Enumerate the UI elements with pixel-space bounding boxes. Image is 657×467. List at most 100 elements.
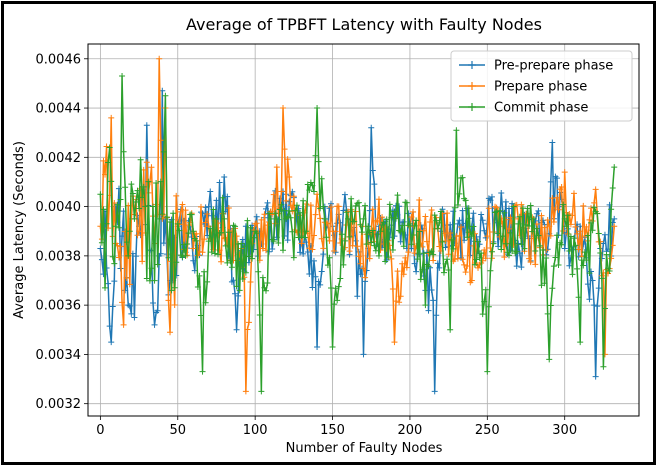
data-point: [213, 215, 220, 222]
commit-phase-markers: [97, 73, 618, 395]
data-point: [310, 257, 317, 264]
data-point: [471, 261, 478, 268]
data-point: [177, 208, 184, 215]
data-point: [235, 241, 242, 248]
data-point: [581, 249, 588, 256]
data-point: [140, 183, 147, 190]
data-point: [437, 208, 444, 215]
data-point: [272, 210, 279, 217]
data-point: [230, 277, 237, 284]
data-point: [488, 248, 495, 255]
data-point: [499, 233, 506, 240]
data-point: [261, 211, 268, 218]
data-point: [128, 310, 135, 317]
data-point: [414, 256, 421, 263]
data-point: [249, 255, 256, 262]
data-point: [286, 174, 293, 181]
data-point: [535, 207, 542, 214]
data-point: [315, 158, 322, 165]
data-point: [207, 225, 214, 232]
data-point: [136, 228, 143, 235]
data-point: [123, 275, 130, 282]
data-point: [393, 298, 399, 305]
data-point: [111, 278, 118, 285]
data-point: [131, 314, 138, 321]
legend-marker: [468, 103, 476, 111]
data-point: [374, 231, 381, 238]
data-point: [552, 254, 559, 261]
data-point: [335, 283, 342, 290]
data-point: [236, 287, 243, 294]
data-point: [411, 250, 418, 257]
data-point: [434, 225, 441, 232]
data-point: [385, 254, 392, 261]
legend-item-pre-prepare-phase: Pre-prepare phase: [459, 59, 613, 74]
data-point: [575, 294, 582, 301]
data-point: [137, 156, 144, 163]
data-point: [375, 252, 382, 259]
data-point: [481, 246, 488, 253]
data-point: [521, 245, 528, 252]
data-point: [530, 215, 537, 222]
data-point: [430, 251, 437, 258]
data-point: [331, 232, 338, 239]
data-point: [600, 363, 607, 370]
data-point: [173, 259, 180, 266]
data-point: [454, 202, 461, 209]
data-point: [549, 139, 556, 146]
data-point: [245, 253, 252, 260]
data-point: [580, 202, 587, 209]
data-point: [481, 227, 488, 234]
data-point: [394, 268, 401, 275]
data-point: [518, 241, 525, 248]
data-point: [553, 194, 560, 201]
data-point: [106, 323, 113, 330]
data-point: [292, 207, 299, 214]
data-point: [552, 204, 559, 211]
data-point: [558, 183, 565, 190]
data-point: [533, 225, 540, 232]
data-point: [202, 299, 209, 306]
data-point: [340, 261, 347, 268]
data-point: [280, 105, 287, 112]
data-point: [128, 181, 135, 188]
y-axis-label: Average Latency (Seconds): [12, 141, 27, 319]
data-point: [408, 241, 415, 248]
data-point: [388, 255, 395, 262]
data-point: [560, 201, 567, 208]
data-point: [163, 214, 170, 221]
data-point: [162, 92, 169, 99]
data-point: [583, 223, 590, 230]
data-point: [216, 179, 223, 186]
data-point: [227, 257, 234, 264]
data-point: [225, 205, 232, 212]
data-point: [273, 164, 280, 171]
data-point: [143, 122, 150, 129]
data-point: [278, 201, 285, 208]
data-point: [456, 217, 463, 224]
data-point: [386, 201, 393, 208]
data-point: [354, 243, 361, 250]
data-point: [108, 178, 115, 185]
data-point: [312, 273, 319, 280]
data-point: [318, 235, 325, 242]
data-point: [102, 284, 109, 291]
data-point: [232, 290, 239, 297]
data-point: [447, 326, 454, 333]
data-point: [115, 254, 122, 261]
data-point: [526, 255, 533, 262]
data-point: [170, 210, 177, 217]
data-point: [608, 206, 615, 213]
data-point: [540, 247, 547, 254]
data-point: [584, 232, 591, 239]
data-point: [524, 205, 531, 212]
data-point: [284, 156, 291, 163]
data-point: [129, 190, 136, 197]
data-point: [310, 188, 317, 195]
data-point: [362, 274, 369, 281]
data-point: [609, 184, 616, 191]
data-point: [366, 229, 373, 236]
data-point: [126, 228, 133, 235]
data-point: [211, 250, 218, 257]
data-point: [601, 231, 608, 238]
